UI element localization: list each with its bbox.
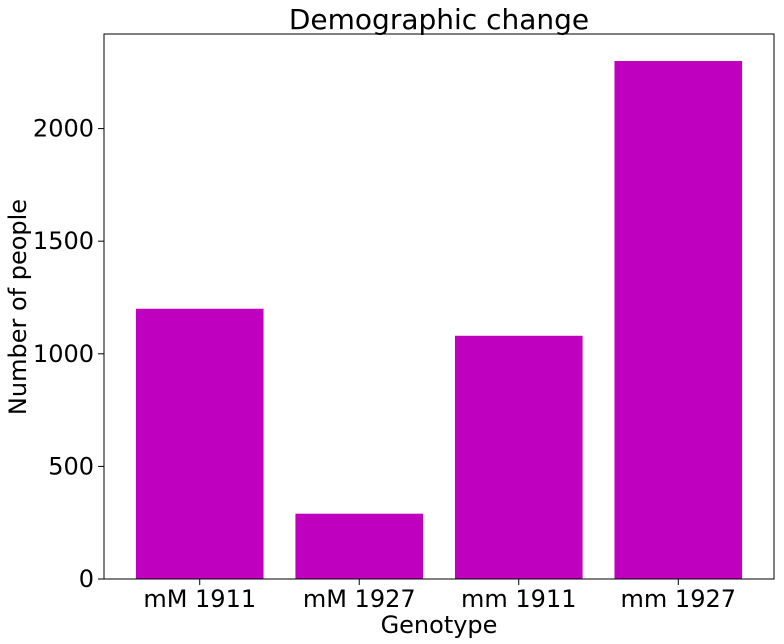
bar-mm-1927 [614, 61, 743, 580]
x-axis-label: Genotype [381, 611, 498, 639]
bar-mm-1911 [454, 335, 583, 579]
y-tick-label: 500 [48, 452, 94, 480]
x-tick-label: mM 1927 [303, 585, 416, 613]
bar-mM-1911 [135, 308, 264, 579]
y-tick-label: 1000 [33, 340, 94, 368]
x-tick-label: mm 1927 [621, 585, 736, 613]
bar-mM-1927 [295, 513, 424, 579]
x-tick-label: mm 1911 [461, 585, 576, 613]
bars-group [135, 61, 743, 580]
y-tick-label: 1500 [33, 227, 94, 255]
y-tick-label: 0 [79, 565, 94, 593]
chart-title: Demographic change [289, 3, 589, 36]
y-tick-label: 2000 [33, 115, 94, 143]
plot-frame [103, 33, 775, 580]
y-axis-label: Number of people [4, 199, 32, 415]
x-tick-label: mM 1911 [143, 585, 256, 613]
y-axis-ticks: 0 500 1000 1500 2000 [33, 115, 104, 593]
x-axis-ticks: mM 1911 mM 1927 mm 1911 mm 1927 [143, 579, 736, 613]
